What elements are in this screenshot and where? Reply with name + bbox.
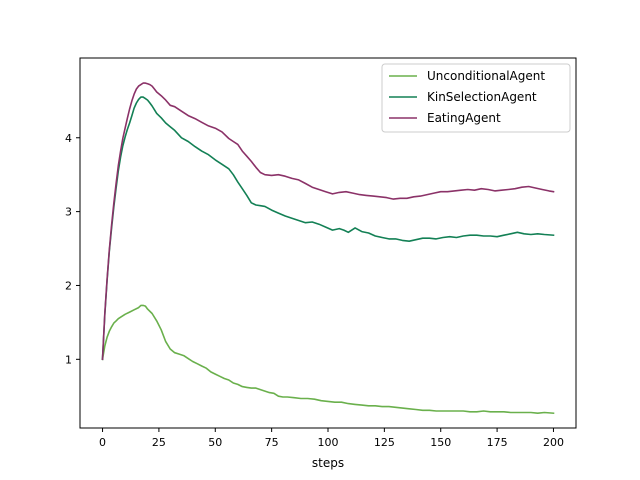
x-tick-label: 0	[99, 436, 106, 449]
x-tick-label: 100	[318, 436, 339, 449]
y-tick-label: 1	[65, 353, 72, 366]
series-layer	[101, 82, 555, 415]
legend-label: KinSelectionAgent	[427, 90, 537, 104]
x-tick-label: 200	[543, 436, 564, 449]
legend-box	[381, 63, 571, 133]
x-tick-label: 50	[208, 436, 222, 449]
x-axis-label: steps	[312, 456, 344, 470]
x-tick-label: 75	[265, 436, 279, 449]
series-line-1	[101, 96, 555, 361]
legend-items: UnconditionalAgent KinSelectionAgent Eatin…	[389, 69, 545, 125]
x-tick-label: 125	[374, 436, 395, 449]
x-axis: 0 25 50 75 100 125 150 175 200	[99, 428, 564, 449]
x-tick-label: 175	[487, 436, 508, 449]
y-axis: 1 2 3 4	[65, 132, 80, 366]
series-line-0	[101, 304, 555, 415]
x-tick-label: 150	[430, 436, 451, 449]
x-tick-label: 25	[152, 436, 166, 449]
series-line-2	[101, 82, 555, 361]
y-tick-label: 2	[65, 279, 72, 292]
legend-label: UnconditionalAgent	[427, 69, 545, 83]
legend-label: EatingAgent	[427, 111, 501, 125]
y-tick-label: 4	[65, 132, 72, 145]
y-tick-label: 3	[65, 206, 72, 219]
legend: UnconditionalAgent KinSelectionAgent Eatin…	[381, 63, 571, 133]
